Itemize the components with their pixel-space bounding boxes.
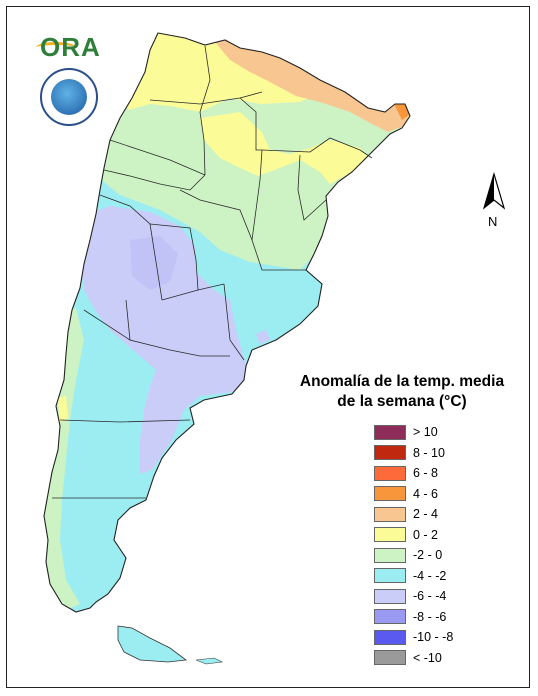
legend-label: 4 - 6	[413, 486, 439, 501]
legend-item: -10 - -8	[374, 627, 453, 648]
legend-swatch	[374, 445, 406, 461]
legend-title-line2: de la semana (°C)	[337, 393, 467, 410]
legend-swatch	[374, 547, 406, 563]
isla-de-los-estados	[195, 657, 224, 665]
legend-item: 0 - 2	[374, 525, 453, 546]
legend-item: -6 - -4	[374, 586, 453, 607]
legend-label: 8 - 10	[413, 445, 445, 460]
legend-label: -8 - -6	[413, 609, 447, 624]
zone-minus6-minus4-central	[80, 206, 252, 474]
legend-label: < -10	[413, 650, 442, 665]
zone-0-2-andes	[58, 396, 68, 422]
legend-swatch	[374, 609, 406, 625]
ora-logo-text: ORA	[40, 32, 101, 62]
legend-item: 4 - 6	[374, 484, 453, 505]
legend-label: 2 - 4	[413, 507, 439, 522]
legend-item: < -10	[374, 648, 453, 669]
legend-swatch	[374, 465, 406, 481]
legend-label: -4 - -2	[413, 568, 447, 583]
legend-swatch	[374, 486, 406, 502]
legend-item: > 10	[374, 422, 453, 443]
zone-2-4-northeast	[205, 33, 410, 132]
legend-item: -2 - 0	[374, 545, 453, 566]
legend-label: 0 - 2	[413, 527, 439, 542]
legend-item: 6 - 8	[374, 463, 453, 484]
north-label: N	[488, 214, 498, 229]
legend-swatch	[374, 629, 406, 645]
legend-swatch	[374, 650, 406, 666]
legend-item: -4 - -2	[374, 566, 453, 587]
legend-label: -2 - 0	[413, 548, 443, 563]
province-borders	[52, 45, 373, 499]
ora-logo: ORA	[36, 30, 104, 62]
legend-item: 8 - 10	[374, 443, 453, 464]
tierra-del-fuego	[117, 625, 188, 663]
seal-globe-icon	[51, 79, 87, 115]
zone-minus2-0-andes	[44, 308, 84, 610]
legend-label: > 10	[413, 425, 438, 440]
zone-minus8-minus6-core	[130, 236, 178, 290]
zone-0-2-north	[120, 33, 330, 112]
legend-swatch	[374, 527, 406, 543]
legend-swatch	[374, 424, 406, 440]
north-arrow-icon	[482, 172, 506, 210]
legend-swatch	[374, 588, 406, 604]
legend-item: -8 - -6	[374, 607, 453, 628]
zone-minus2-0-north	[90, 80, 410, 270]
logo-swoosh	[36, 42, 76, 53]
smn-seal-logo	[40, 68, 98, 126]
legend-item: 2 - 4	[374, 504, 453, 525]
legend-swatch	[374, 506, 406, 522]
legend-title-line1: Anomalía de la temp. media	[299, 373, 505, 390]
legend-label: -10 - -8	[413, 630, 454, 645]
legend: Anomalía de la temp. media de la semana …	[296, 372, 508, 666]
zone-0-2-central	[200, 112, 370, 184]
legend-items: > 10 8 - 10 6 - 8 4 - 6 2 - 4 0 - 2 -2 - 0 -4 -…	[374, 422, 453, 668]
legend-swatch	[374, 568, 406, 584]
legend-label: 6 - 8	[413, 466, 439, 481]
legend-label: -6 - -4	[413, 589, 447, 604]
zone-minus6-minus4-blob	[256, 330, 270, 344]
